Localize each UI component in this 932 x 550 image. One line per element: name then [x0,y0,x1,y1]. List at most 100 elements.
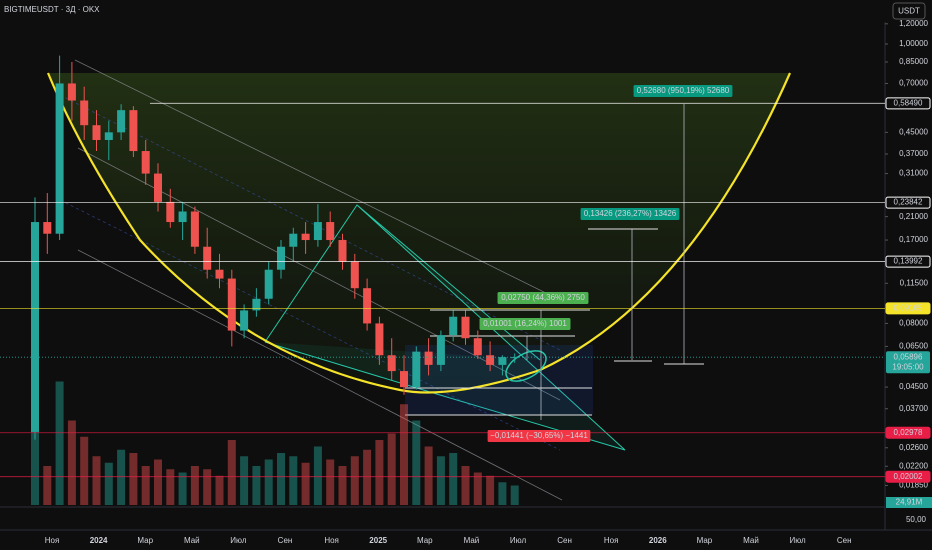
volume-bar [387,433,396,505]
candle-body [436,335,445,365]
x-tick-label: 2026 [649,536,667,545]
y-tick-label: 0,37000 [899,149,928,158]
y-tick-label: 0,02200 [899,461,928,470]
candle-body [461,316,470,339]
annotation-bg [487,430,591,442]
candle-body [55,83,64,234]
volume-bar [215,475,224,505]
volume-bar [141,466,150,505]
candle-body [313,222,322,241]
x-tick-label: Май [464,536,480,545]
annotation-bg [497,292,589,304]
candle-body [31,222,39,432]
y-tick-label: 0,45000 [899,127,928,136]
price-tag: 0,58490 [894,98,923,107]
y-tick-label: 0,08000 [899,319,928,328]
candle-body [424,351,433,365]
volume-bar [178,472,187,505]
candle-body [129,110,138,152]
candle-body [277,246,285,270]
volume-bar [55,381,64,505]
volume-bar [190,466,199,505]
annotation: 0,02750 (44,36%) 2750 [501,293,585,302]
candle-body [240,310,249,331]
candle-body [301,233,310,241]
candle-body [92,125,101,140]
last-price-bg [886,351,930,374]
volume-bar [326,459,335,505]
price-tag: 0,02978 [894,428,923,437]
annotation: −0,01441 (−30,65%) −1441 [490,431,588,440]
volume-bar [80,436,89,505]
volume-bar [424,446,433,505]
candle-body [141,151,150,174]
candle-body [375,323,384,356]
volume-bar [449,453,458,505]
last-price: 0,05896 [894,352,923,361]
price-tag-bg [885,302,931,315]
annotation: 0,01001 (16,24%) 1001 [483,319,567,328]
y-tick-label: 0,31000 [899,169,928,178]
volume-bar [31,407,39,505]
currency[interactable]: USDT [898,7,920,16]
y-tick-label: 0,85000 [899,57,928,66]
candle-body [449,316,458,336]
volume-bar [461,466,470,505]
x-tick-label: Мар [417,536,433,545]
x-tick-label: Мар [697,536,713,545]
x-tick-label: Май [184,536,200,545]
volume-axis-label: 50,00 [906,515,927,524]
measure-arrows [526,104,685,420]
price-tag-bg [885,426,931,439]
candle-body [412,351,421,388]
candle-body [338,240,347,262]
countdown: 19:05:00 [892,362,924,371]
volume-bar [43,466,52,505]
price-tag: 0,09165 [894,303,923,312]
candle-body [67,83,76,101]
candle-body [363,288,372,324]
volume-bar [67,420,76,505]
volume-tag: 24,91M [896,498,923,507]
candle-body [264,269,273,299]
volume-bar [510,485,519,505]
candle-body [215,269,224,279]
volume-bar [277,453,285,505]
price-tag: 0,13992 [894,257,923,266]
volume-bar [338,466,347,505]
x-tick-label: Ноя [324,536,339,545]
candle-body [400,371,408,388]
x-tick-label: Сен [278,536,293,545]
x-tick-label: Июл [510,536,527,545]
volume-bar [350,456,359,505]
y-tick-label: 0,11500 [900,278,929,287]
x-tick-label: Ноя [45,536,60,545]
x-tick-label: Мар [137,536,153,545]
y-tick-label: 0,17000 [899,235,928,244]
y-tick-label: 0,01850 [899,481,928,490]
volume-bar [289,456,298,505]
candle-body [350,261,359,289]
annotation-bg [580,208,680,220]
volume-bar [412,420,421,505]
candle-body [289,233,298,247]
volume-bar [498,482,507,505]
annotation: 0,52680 (950,19%) 52680 [637,86,730,95]
price-tag: 0,02002 [894,472,923,481]
candle-body [486,355,495,365]
volume-bar [166,469,175,505]
candle-body [498,357,507,365]
price-tag-bg [885,97,931,110]
candle-body [473,338,482,356]
currency-box[interactable] [892,2,926,20]
x-tick-label: Ноя [604,536,619,545]
volume-bar [400,404,408,505]
volume-bar [203,469,212,505]
candle-body [387,355,396,372]
candle-body [154,173,162,202]
annotation-bg [479,318,571,330]
candle-body [166,201,175,223]
x-tick-label: Май [743,536,759,545]
